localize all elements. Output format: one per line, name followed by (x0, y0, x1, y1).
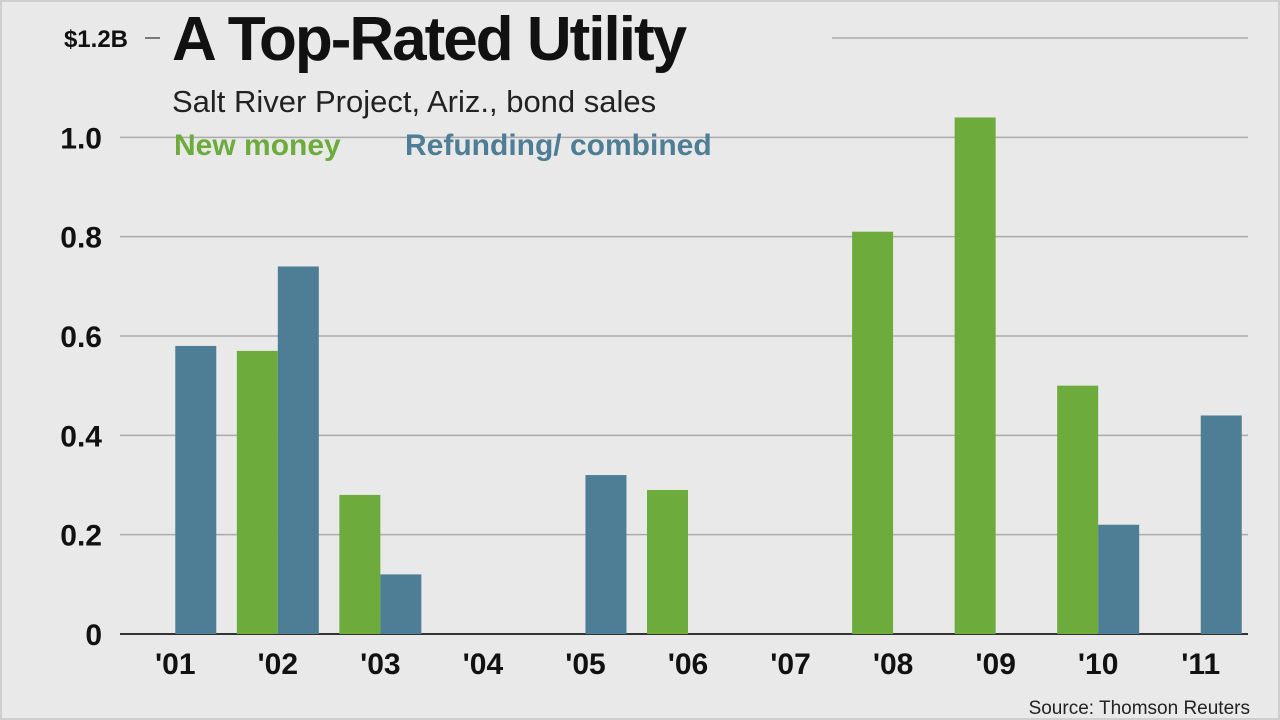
x-tick-label: '02 (258, 648, 299, 681)
bar-new-money (1057, 385, 1099, 634)
x-tick-label: '03 (360, 648, 401, 681)
x-tick-label: '09 (975, 648, 1016, 681)
y-tick-label: 0.4 (60, 420, 102, 453)
x-tick-label: '06 (668, 648, 709, 681)
y-tick-label: $1.2B (64, 26, 128, 53)
bar-new-money (339, 494, 381, 634)
bar-refunding-combined (380, 574, 422, 634)
bar-refunding-combined (277, 266, 319, 634)
x-tick-label: '08 (873, 648, 914, 681)
x-tick-label: '04 (463, 648, 504, 681)
source-note: Source: Thomson Reuters (1029, 698, 1250, 719)
bar-refunding-combined (1200, 415, 1242, 634)
y-tick-label: 0.8 (60, 222, 102, 255)
x-axis-tick-labels: '01 '02 '03 '04 '05 '06 '07 '08 '09 '10 '11 (155, 648, 1220, 681)
legend-new-money: New money (174, 129, 341, 162)
bar-new-money (236, 350, 278, 634)
chart-title: A Top-Rated Utility (172, 5, 688, 74)
y-tick-label: 0.2 (60, 520, 102, 553)
y-axis-tick-labels: 0 0.2 0.4 0.6 0.8 1.0 $1.2B (60, 26, 128, 652)
x-tick-label: '10 (1078, 648, 1119, 681)
y-tick-label: 1.0 (60, 122, 102, 155)
chart-subtitle: Salt River Project, Ariz., bond sales (172, 84, 656, 119)
bars (175, 117, 1242, 634)
x-tick-label: '11 (1181, 648, 1220, 681)
bar-refunding-combined (1098, 524, 1140, 634)
y-tick-label: 0.6 (60, 321, 102, 354)
bar-new-money (647, 489, 688, 634)
legend-refunding-combined: Refunding/ combined (405, 129, 712, 162)
x-tick-label: '05 (565, 648, 606, 681)
bar-refunding-combined (175, 345, 217, 634)
bar-new-money (852, 231, 894, 634)
y-tick-label: 0 (85, 619, 102, 652)
x-tick-label: '01 (155, 648, 196, 681)
bar-new-money (954, 117, 996, 634)
x-tick-label: '07 (770, 648, 811, 681)
bar-refunding-combined (585, 475, 627, 634)
